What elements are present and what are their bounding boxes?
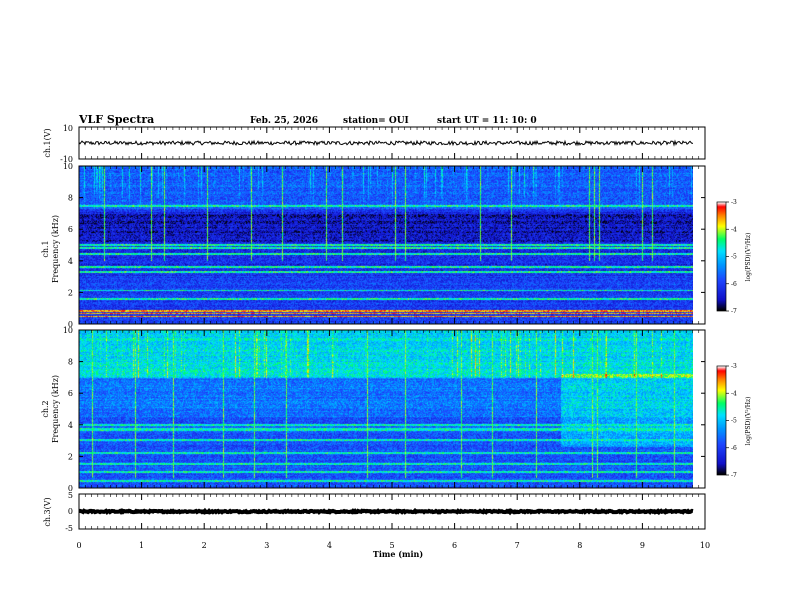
ch3-ytick-mid: 0 xyxy=(68,507,73,516)
ch2-spectrogram-ytick-label: 0 xyxy=(68,484,73,493)
ch1-waveform-trace xyxy=(78,139,694,147)
ch1-colorbar-tick-label: -5 xyxy=(731,254,737,261)
ch2-colorbar-image xyxy=(717,366,726,475)
ch2-spectrogram-wrap xyxy=(79,330,693,488)
time-tick-label: 6 xyxy=(452,541,457,550)
ch1-colorbar-image xyxy=(717,202,726,311)
ch1-colorbar-label: log(PSD)(V²/Hz) xyxy=(745,233,752,282)
time-tick-label: 0 xyxy=(76,541,81,550)
ch2-spectrogram-image xyxy=(79,330,693,488)
ch1-colorbar-tick-label: -3 xyxy=(731,199,737,206)
figure-title: VLF Spectra xyxy=(78,113,154,126)
ch1-spectrogram-ytick-label: 10 xyxy=(63,162,73,171)
time-tick-label: 7 xyxy=(515,541,520,550)
ch1-spectrogram-ylabel: Frequency (kHz) xyxy=(51,215,60,283)
ch2-spectrogram-ytick-label: 6 xyxy=(68,389,73,398)
ch1-spectrogram-blank xyxy=(693,166,705,324)
figure-date: Feb. 25, 2026 xyxy=(250,116,318,126)
ch3-ylabel: ch.3(V) xyxy=(43,497,52,526)
time-tick-label: 1 xyxy=(139,541,144,550)
station-label: station= OUI xyxy=(343,116,409,126)
time-axis-label: Time (min) xyxy=(373,549,423,559)
ch2-colorbar-tick-label: -7 xyxy=(731,472,737,479)
ch3-ytick-top: 5 xyxy=(68,491,73,500)
ch2-spectrogram-ytick-label: 8 xyxy=(68,358,73,367)
time-axis-tick-labels: 0 1 2 3 4 5 6 7 8 9 10 xyxy=(76,541,710,550)
time-tick-label: 8 xyxy=(577,541,582,550)
ch3-waveform-trace xyxy=(79,507,694,516)
ch2-colorbar-tick-label: -5 xyxy=(731,418,737,425)
ch1-ylabel: ch.1(V) xyxy=(43,128,52,157)
time-tick-label: 5 xyxy=(389,541,394,550)
ch1-ytick-top: 10 xyxy=(63,124,73,133)
time-tick-label: 2 xyxy=(202,541,207,550)
ch1-spectrogram-ytick-label: 0 xyxy=(68,320,73,329)
time-tick-label: 9 xyxy=(640,541,645,550)
ch2-spectrogram-channel: ch.2 xyxy=(41,400,50,417)
ch1-ytick-bottom: -10 xyxy=(60,155,73,164)
ch1-spectrogram-wrap xyxy=(79,166,693,324)
ch1-spectrogram-channel: ch.1 xyxy=(41,240,50,257)
ch2-colorbar-tick-label: -4 xyxy=(731,390,737,397)
ch2-spectrogram-blank xyxy=(693,330,705,488)
ch2-colorbar-tick-label: -6 xyxy=(731,445,737,452)
ch3-ytick-bottom: -5 xyxy=(65,524,73,533)
ch1-spectrogram-ytick-label: 2 xyxy=(68,288,73,297)
time-tick-label: 3 xyxy=(264,541,269,550)
ch2-spectrogram-ytick-label: 2 xyxy=(68,452,73,461)
ch1-colorbar-wrap xyxy=(717,202,726,311)
ch1-spectrogram-image xyxy=(79,166,693,324)
ch2-spectrogram-ytick-label: 4 xyxy=(68,421,73,430)
time-tick-label: 10 xyxy=(700,541,710,550)
ch2-colorbar-label: log(PSD)(V²/Hz) xyxy=(745,397,752,446)
ch1-colorbar-tick-label: -7 xyxy=(731,308,737,315)
ch3-waveform-panel: 5 0 -5 ch.3(V) xyxy=(43,491,706,533)
ch2-colorbar-ticks: -3 -4 -5 -6 -7 xyxy=(726,363,737,479)
ch1-spectrogram-ytick-label: 6 xyxy=(68,225,73,234)
ch1-colorbar-tick-label: -4 xyxy=(731,226,737,233)
ch1-spectrogram-yticks: 0 2 4 6 8 10 xyxy=(63,162,705,329)
ch2-spectrogram-ytick-label: 10 xyxy=(63,326,73,335)
ch2-colorbar-tick-label: -3 xyxy=(731,363,737,370)
ch1-spectrogram-ytick-label: 4 xyxy=(68,257,73,266)
ch1-colorbar-tick-label: -6 xyxy=(731,281,737,288)
ch2-colorbar-wrap xyxy=(717,366,726,475)
ch1-colorbar-ticks: -3 -4 -5 -6 -7 xyxy=(726,199,737,315)
start-time-label: start UT = 11: 10: 0 xyxy=(437,116,537,126)
time-tick-label: 4 xyxy=(327,541,332,550)
ch2-spectrogram-yticks: 0 2 4 6 8 10 xyxy=(63,326,705,493)
time-axis-ticks xyxy=(78,127,706,529)
ch1-waveform-panel: 10 -10 ch.1(V) xyxy=(43,124,706,164)
ch2-spectrogram-ylabel: Frequency (kHz) xyxy=(51,375,60,443)
ch1-spectrogram-ytick-label: 8 xyxy=(68,194,73,203)
